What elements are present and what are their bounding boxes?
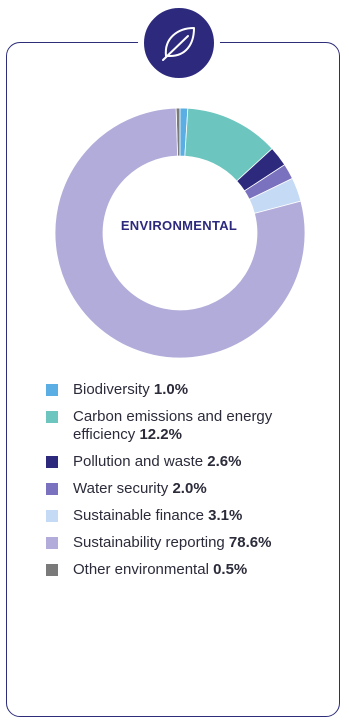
- legend-swatch: [46, 384, 58, 396]
- legend-item: Water security 2.0%: [46, 480, 336, 498]
- legend-value: 1.0%: [153, 381, 189, 398]
- legend-label: Sustainability reporting 78.6%: [73, 534, 272, 551]
- legend-value: 2.0%: [172, 480, 207, 497]
- legend-label: Sustainable finance 3.1%: [73, 507, 243, 524]
- chart-center-label: ENVIRONMENTAL: [120, 218, 238, 233]
- legend-swatch: [46, 483, 58, 495]
- legend-label: Biodiversity 1.0%: [73, 381, 189, 398]
- legend-swatch: [46, 564, 58, 576]
- legend-value: 12.2%: [139, 426, 182, 443]
- chart-legend: Biodiversity 1.0% Carbon emissions and en…: [46, 381, 336, 588]
- legend-swatch: [46, 456, 58, 468]
- legend-label: Carbon emissions and energy efficiency 1…: [73, 408, 273, 443]
- legend-label: Pollution and waste 2.6%: [73, 453, 242, 470]
- donut-slice-sustainability-reporting: [54, 107, 306, 359]
- legend-value: 78.6%: [228, 534, 272, 551]
- legend-swatch: [46, 510, 58, 522]
- legend-swatch: [46, 411, 58, 423]
- legend-item: Sustainable finance 3.1%: [46, 507, 336, 525]
- legend-value: 2.6%: [207, 453, 242, 470]
- legend-item: Sustainability reporting 78.6%: [46, 534, 336, 552]
- legend-item: Other environmental 0.5%: [46, 561, 336, 579]
- legend-item: Biodiversity 1.0%: [46, 381, 336, 399]
- leaf-icon: [162, 27, 195, 61]
- legend-item: Carbon emissions and energy efficiency 1…: [46, 408, 336, 444]
- legend-value: 3.1%: [208, 507, 243, 524]
- legend-label: Water security 2.0%: [73, 480, 207, 497]
- legend-swatch: [46, 537, 58, 549]
- legend-item: Pollution and waste 2.6%: [46, 453, 336, 471]
- legend-value: 0.5%: [213, 561, 248, 578]
- category-badge: [138, 2, 220, 84]
- legend-label: Other environmental 0.5%: [73, 561, 248, 578]
